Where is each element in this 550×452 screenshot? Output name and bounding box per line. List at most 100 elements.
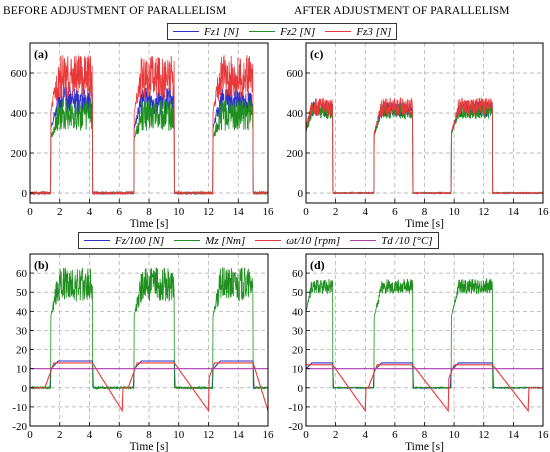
legend-item: Fz/100 [N]	[84, 235, 164, 247]
plot-area	[306, 278, 543, 413]
legend-swatch	[325, 31, 352, 32]
x-tick-label: 2	[333, 429, 339, 441]
x-tick-label: 12	[203, 429, 214, 441]
x-tick-label: 14	[233, 206, 245, 218]
y-tick-label: -20	[288, 421, 303, 433]
x-tick-label: 6	[392, 429, 398, 441]
heading-before: BEFORE ADJUSTMENT OF PARALLELISM	[3, 5, 227, 17]
x-tick-label: 14	[233, 429, 245, 441]
x-tick-label: 16	[538, 429, 550, 441]
legend-item: Fz1 [N]	[173, 26, 239, 38]
legend-swatch	[249, 31, 276, 32]
x-tick-label: 10	[449, 206, 461, 218]
y-tick-label: 400	[287, 108, 304, 120]
y-tick-label: 10	[16, 364, 28, 376]
panel-label: (b)	[34, 258, 49, 272]
chart-panel: 0 2 4 6 8 10 12 14 16 0 200 400 600 Time [s] (c)	[287, 42, 550, 230]
x-tick-label: 10	[449, 429, 461, 441]
y-tick-label: -10	[12, 402, 27, 414]
plot-area	[30, 55, 268, 196]
legend-bottom: Fz/100 [N] Mz [Nm] ωt/10 [rpm] Td /10 [°C]	[78, 232, 439, 249]
chart-panel: 0 2 4 6 8 10 12 14 16 0 200 400 600 Time [s] (a)	[11, 42, 275, 230]
y-tick-label: 20	[16, 345, 28, 357]
y-tick-label: 0	[298, 383, 304, 395]
y-tick-label: 30	[292, 325, 304, 337]
x-tick-label: 6	[117, 206, 123, 218]
plot-area	[30, 267, 268, 413]
x-tick-label: 10	[173, 429, 185, 441]
y-tick-label: 200	[287, 148, 304, 160]
legend-label: Fz2 [N]	[280, 25, 316, 38]
y-tick-label: 60	[292, 268, 304, 280]
series-line	[30, 55, 268, 196]
legend-item: Td /10 [°C]	[350, 234, 433, 247]
y-tick-label: 40	[16, 306, 28, 318]
x-tick-label: 6	[117, 429, 123, 441]
plot-area	[306, 97, 543, 195]
x-axis-label: Time [s]	[130, 441, 169, 452]
y-tick-label: 600	[11, 68, 28, 80]
x-tick-label: 0	[303, 429, 309, 441]
x-tick-label: 0	[27, 429, 33, 441]
heading-after: AFTER ADJUSTMENT OF PARALLELISM	[294, 5, 510, 17]
y-tick-label: 30	[16, 325, 28, 337]
series-line	[30, 267, 268, 391]
y-tick-label: -10	[288, 402, 303, 414]
x-tick-label: 14	[508, 429, 520, 441]
series-line	[30, 99, 268, 196]
series-line	[30, 362, 268, 413]
legend-swatch	[173, 31, 199, 32]
x-tick-label: 2	[57, 206, 63, 218]
legend-swatch	[255, 240, 282, 241]
legend-top: Fz1 [N] Fz2 [N] Fz3 [N]	[167, 23, 398, 40]
x-tick-label: 2	[57, 429, 63, 441]
legend-label: ωt/10 [rpm]	[286, 234, 341, 247]
y-tick-label: 600	[287, 68, 304, 80]
x-tick-label: 0	[27, 206, 33, 218]
x-tick-label: 4	[87, 429, 93, 441]
y-tick-label: 10	[292, 364, 304, 376]
y-tick-label: 0	[22, 188, 28, 200]
x-tick-label: 14	[508, 206, 520, 218]
legend-item: Fz3 [N]	[325, 26, 391, 38]
x-tick-label: 12	[478, 206, 489, 218]
x-tick-label: 4	[363, 429, 369, 441]
x-tick-label: 8	[422, 429, 428, 441]
x-tick-label: 12	[478, 429, 489, 441]
y-tick-label: 20	[292, 345, 304, 357]
y-tick-label: 0	[298, 188, 304, 200]
x-axis-label: Time [s]	[405, 441, 444, 452]
legend-label: Fz3 [N]	[356, 25, 392, 38]
series-line	[306, 97, 543, 195]
chart-panel: 0 2 4 6 8 10 12 14 16 -20 -10 0 10 20 30 40 50 60 Time [s]…	[12, 253, 274, 452]
legend-label: Td /10 [°C]	[381, 234, 433, 247]
legend-label: Fz/100 [N]	[115, 234, 165, 247]
x-tick-label: 2	[333, 206, 339, 218]
x-tick-label: 10	[173, 206, 185, 218]
legend-item: ωt/10 [rpm]	[255, 235, 340, 247]
x-tick-label: 8	[146, 206, 152, 218]
y-tick-label: 60	[16, 268, 28, 280]
legend-item: Fz2 [N]	[249, 26, 315, 38]
x-tick-label: 6	[392, 206, 398, 218]
legend-swatch	[174, 240, 201, 241]
legend-swatch	[350, 240, 377, 241]
y-tick-label: 200	[11, 148, 28, 160]
x-tick-label: 4	[363, 206, 369, 218]
x-tick-label: 8	[422, 206, 428, 218]
legend-label: Mz [Nm]	[205, 234, 246, 247]
x-tick-label: 4	[87, 206, 93, 218]
x-tick-label: 16	[263, 206, 275, 218]
chart-panel: 0 2 4 6 8 10 12 14 16 -20 -10 0 10 20 30 40 50 60 Time [s]…	[288, 253, 550, 452]
series-line	[306, 278, 543, 390]
x-tick-label: 0	[303, 206, 309, 218]
y-tick-label: 40	[292, 306, 304, 318]
panel-label: (c)	[310, 47, 323, 61]
x-axis-label: Time [s]	[405, 218, 444, 230]
legend-label: Fz1 [N]	[204, 25, 240, 38]
x-tick-label: 16	[538, 206, 550, 218]
y-tick-label: 50	[16, 287, 28, 299]
y-tick-label: -20	[12, 421, 27, 433]
series-line	[30, 360, 268, 390]
